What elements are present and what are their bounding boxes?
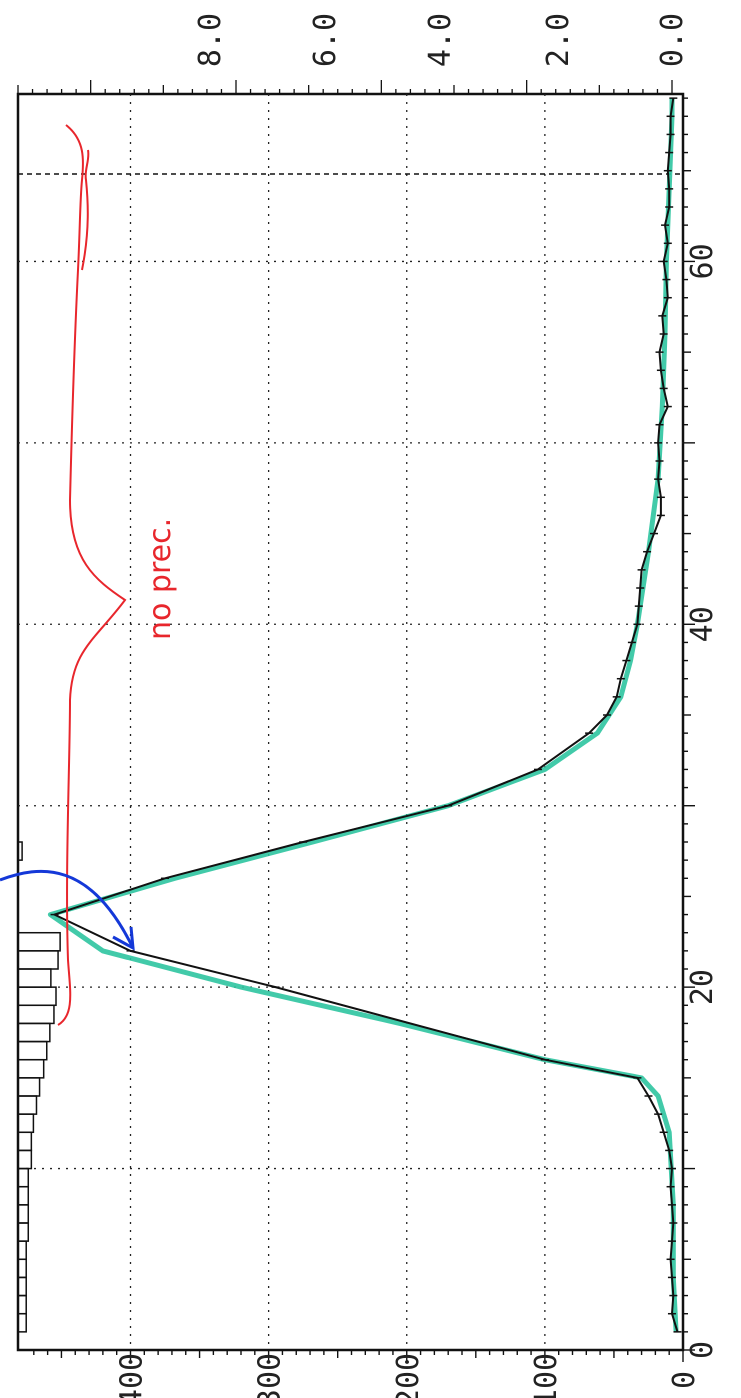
x-tick-label: 0 [685,1341,720,1359]
annotations: no prec. [0,124,178,1026]
y2-tick-label: 0.0 [655,13,690,67]
annotation-no-prec: no prec. [143,518,178,640]
histogram-bar [17,1204,30,1224]
histogram-bar [17,1113,35,1134]
tick-labels: 0 20 40 60 0 100 200 300 400 0.0 2.0 4.0 6.0 8.0 [115,13,721,1398]
x-tick-label: 40 [685,606,720,642]
y-tick-label: 200 [391,1353,426,1398]
histogram-bar [17,1222,30,1242]
y2-tick-label: 2.0 [541,13,576,67]
series-line-0 [53,97,679,1333]
y2-tick-label: 6.0 [308,13,343,67]
hand-brace-loop [81,149,90,271]
y-tick-label: 0 [667,1371,702,1389]
histogram-bar [17,1185,30,1206]
histogram-bar [17,1131,33,1152]
y-tick-label: 400 [115,1353,150,1398]
y2-tick-label: 4.0 [423,13,458,67]
series-line-1 [47,98,679,1333]
hand-brace [57,124,127,1026]
histogram-bar [17,1167,30,1188]
histogram-bar [17,1058,45,1079]
histogram-bar [17,1077,41,1097]
arrow-shaft [0,870,135,949]
histogram-bar [17,1040,48,1061]
histogram-bar [17,931,61,952]
y-tick-label: 100 [529,1353,564,1398]
histogram [17,841,61,1333]
histogram-bar [17,950,59,970]
x-tick-label: 60 [685,243,720,279]
grid [18,94,683,1350]
axis-ticks [17,80,695,1362]
x-tick-label: 20 [685,969,720,1005]
histogram-bar [17,1095,38,1115]
y-tick-label: 300 [253,1353,288,1398]
histogram-bar [17,986,57,1007]
y2-tick-label: 8.0 [193,13,228,67]
arrow-head [112,926,135,951]
histogram-bar [17,1149,33,1170]
plot-area: 0 20 40 60 0 100 200 300 400 0.0 2.0 4.0 6.0 8.0 no p… [0,13,720,1398]
histogram-bar [17,1004,55,1025]
series-group [47,97,682,1333]
histogram-bar [17,841,23,861]
plot-frame [16,92,685,1352]
histogram-bar [17,1022,51,1043]
histogram-bar [17,968,52,988]
